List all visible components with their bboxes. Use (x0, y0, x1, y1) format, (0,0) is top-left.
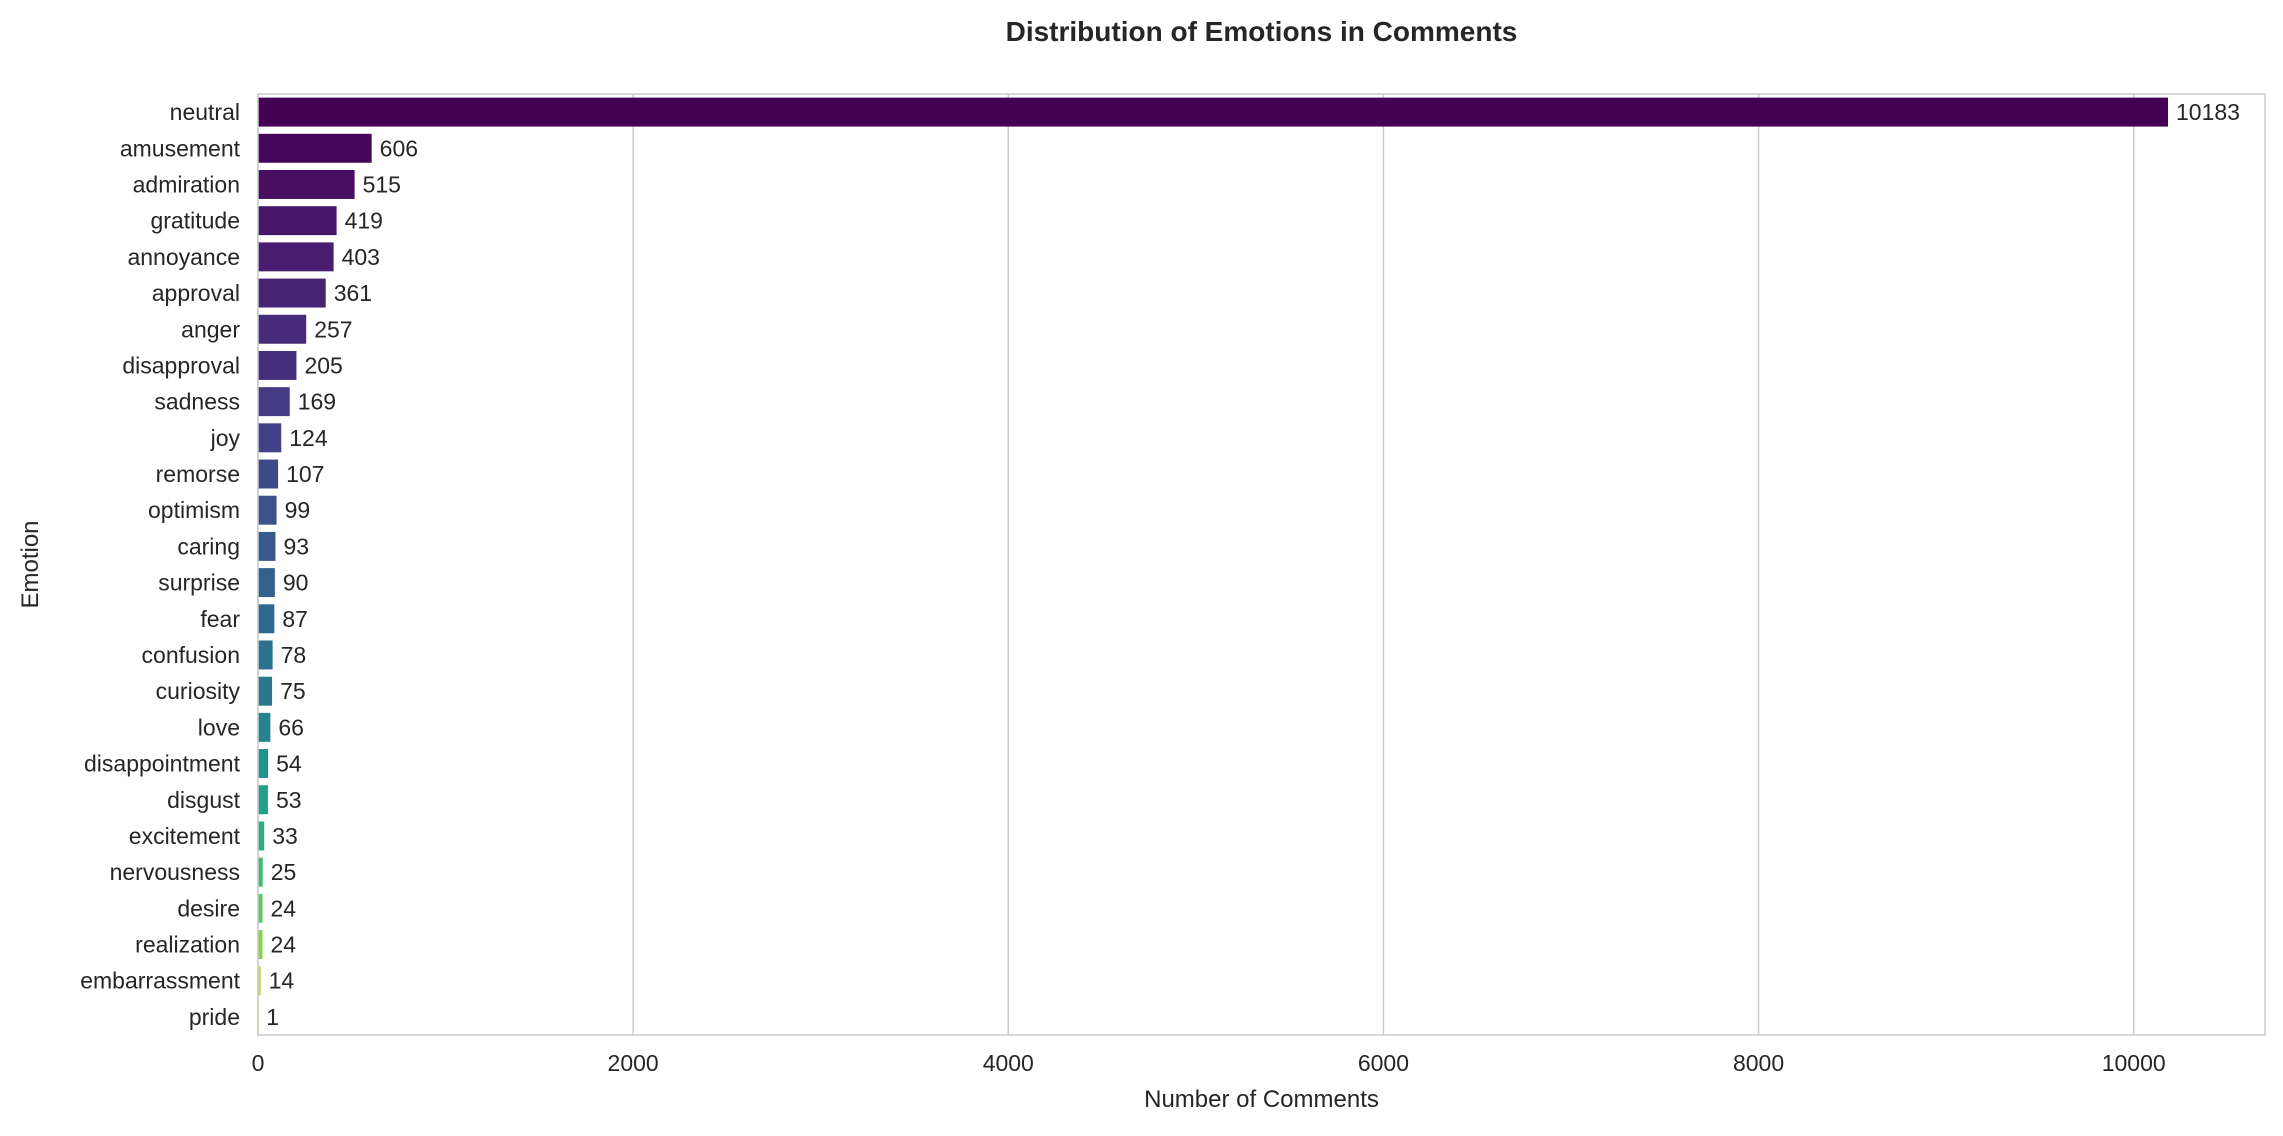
bar-value-label: 10183 (2176, 99, 2240, 125)
y-tick-label: admiration (133, 171, 240, 197)
bar-value-label: 1 (266, 1004, 279, 1030)
bar-value-label: 419 (345, 208, 383, 234)
bar-value-label: 257 (314, 316, 352, 342)
bar-value-label: 124 (289, 425, 328, 451)
bar (258, 785, 268, 815)
y-tick-label: anger (181, 316, 240, 342)
x-tick-label: 10000 (2102, 1050, 2166, 1076)
bar (258, 712, 271, 742)
bar (258, 531, 276, 561)
x-tick-label: 4000 (983, 1050, 1034, 1076)
bar (258, 676, 273, 706)
bar (258, 459, 279, 489)
bar (258, 170, 355, 199)
y-tick-label: annoyance (127, 244, 240, 270)
y-tick-label: surprise (158, 570, 240, 596)
bar (258, 604, 275, 634)
y-axis-label: Emotion (17, 520, 44, 608)
y-tick-label: excitement (129, 823, 241, 849)
y-tick-label: joy (210, 425, 241, 451)
y-tick-label: disapproval (122, 352, 240, 378)
bars (258, 97, 2169, 1032)
bar (258, 423, 282, 453)
bar-value-label: 24 (271, 932, 297, 958)
bar (258, 242, 334, 272)
bar-value-labels: 1018360651541940336125720516912410799939… (266, 99, 2240, 1030)
bar-value-label: 205 (304, 352, 342, 378)
bar-value-label: 33 (272, 823, 298, 849)
y-tick-label: approval (152, 280, 240, 306)
bar-value-label: 24 (271, 895, 297, 921)
bar (258, 568, 275, 598)
y-tick-label: fear (200, 606, 240, 632)
y-tick-label: pride (189, 1004, 240, 1030)
bar-value-label: 78 (281, 642, 307, 668)
bar-value-label: 169 (298, 389, 336, 415)
bar-value-label: 25 (271, 859, 297, 885)
bar-value-label: 107 (286, 461, 324, 487)
bar (258, 640, 273, 670)
bar (258, 133, 372, 163)
x-tick-label: 6000 (1358, 1050, 1409, 1076)
y-tick-label: realization (135, 932, 240, 958)
bar (258, 350, 297, 380)
y-tick-label: optimism (148, 497, 240, 523)
bar-value-label: 403 (342, 244, 380, 270)
y-tick-label: confusion (142, 642, 240, 668)
y-tick-labels: neutral amusement admiration gratitude annoy… (80, 99, 240, 1030)
bar (258, 387, 290, 417)
y-tick-label: sadness (154, 389, 240, 415)
bar-value-label: 99 (285, 497, 311, 523)
bar (258, 930, 263, 959)
y-tick-label: desire (177, 895, 240, 921)
bar (258, 97, 2169, 127)
y-tick-label: love (198, 714, 240, 740)
x-tick-label: 8000 (1733, 1050, 1784, 1076)
x-axis-label: Number of Comments (1144, 1086, 1379, 1113)
bar (258, 893, 263, 923)
y-tick-label: nervousness (110, 859, 240, 885)
y-tick-label: amusement (120, 135, 241, 161)
bar-value-label: 75 (280, 678, 306, 704)
bar-value-label: 87 (282, 606, 308, 632)
bar-value-label: 53 (276, 787, 302, 813)
bar-value-label: 606 (380, 135, 418, 161)
bar (258, 821, 265, 851)
plot-frame (257, 93, 2266, 1036)
x-tick-label: 2000 (608, 1050, 659, 1076)
bar (258, 857, 263, 887)
gridlines (257, 94, 2135, 1035)
bar (258, 278, 326, 308)
x-tick-label: 0 (252, 1050, 265, 1076)
y-tick-label: caring (177, 533, 240, 559)
bar (258, 495, 277, 525)
y-tick-label: neutral (170, 99, 240, 125)
bar (258, 206, 337, 236)
bar-value-label: 93 (283, 533, 309, 559)
y-tick-label: remorse (156, 461, 240, 487)
chart-title: Distribution of Emotions in Comments (1006, 16, 1518, 47)
bar (258, 749, 269, 779)
bar-value-label: 14 (269, 968, 295, 994)
bar-value-label: 90 (283, 570, 309, 596)
bar-value-label: 66 (278, 714, 304, 740)
bar (258, 966, 261, 996)
bar-value-label: 361 (334, 280, 372, 306)
y-tick-label: curiosity (156, 678, 241, 704)
bar-value-label: 515 (363, 171, 401, 197)
y-tick-label: disappointment (84, 751, 241, 777)
y-tick-label: disgust (167, 787, 240, 813)
y-tick-label: embarrassment (80, 968, 240, 994)
bar (258, 314, 307, 344)
x-tick-labels: 0 2000 4000 6000 8000 10000 (252, 1050, 2166, 1076)
bar-value-label: 54 (276, 751, 302, 777)
y-tick-label: gratitude (150, 208, 240, 234)
